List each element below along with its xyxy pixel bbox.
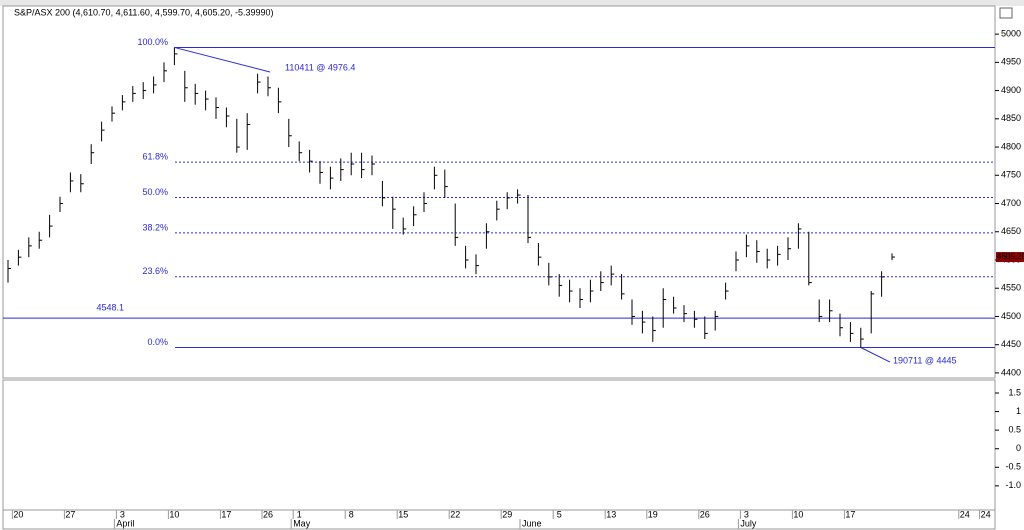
fib-label: 50.0% (142, 187, 168, 197)
toolbar (0, 0, 1024, 6)
indicator-tick-label: 0.5 (1008, 425, 1021, 435)
y-tick-label: 4850 (1001, 113, 1021, 123)
annotation: 110411 @ 4976.4 (285, 62, 355, 72)
x-tick-label: 19 (648, 509, 658, 519)
x-tick-label: 20 (13, 509, 23, 519)
fib-label: 23.6% (142, 266, 168, 276)
x-tick-label: 3 (120, 509, 125, 519)
x-tick-label: 15 (398, 509, 408, 519)
fib-label: 61.8% (142, 151, 168, 161)
x-tick-label: 10 (793, 509, 803, 519)
y-tick-label: 4400 (1001, 367, 1021, 377)
indicator-tick-label: 1.5 (1008, 387, 1021, 397)
y-tick-label: 4950 (1001, 57, 1021, 67)
annotation: 190711 @ 4445 (893, 355, 957, 365)
y-tick-label: 4700 (1001, 198, 1021, 208)
y-tick-label: 4900 (1001, 85, 1021, 95)
x-tick-label: 1 (297, 509, 302, 519)
y-tick-label: 4750 (1001, 170, 1021, 180)
fib-label: 100.0% (137, 37, 168, 47)
date-axis (2, 509, 996, 530)
support-label: 4548.1 (96, 303, 124, 313)
x-tick-label: 27 (65, 509, 75, 519)
x-tick-label: 22 (450, 509, 460, 519)
annotation-line (174, 46, 271, 73)
y-tick-label: 4550 (1001, 283, 1021, 293)
price-pane (2, 5, 996, 379)
x-tick-label: 24 (981, 509, 991, 519)
x-tick-label: 8 (349, 509, 354, 519)
x-tick-label: 5 (557, 509, 562, 519)
y-tick-label: 4450 (1001, 339, 1021, 349)
y-tick-label: 4800 (1001, 141, 1021, 151)
x-tick-label: 10 (169, 509, 179, 519)
last-price-box (996, 252, 1024, 263)
pane-button[interactable] (999, 7, 1013, 19)
x-tick-label: 24 (960, 509, 970, 519)
x-tick-label: 26 (263, 509, 273, 519)
indicator-tick-label: -1.0 (1005, 480, 1021, 490)
indicator-tick-label: 1 (1016, 406, 1021, 416)
x-tick-label: 17 (221, 509, 231, 519)
y-tick-label: 4650 (1001, 226, 1021, 236)
month-label: May (293, 518, 311, 528)
x-tick-label: 13 (606, 509, 616, 519)
month-label: July (740, 518, 757, 528)
indicator-tick-label: -0.5 (1005, 462, 1021, 472)
y-tick-label: 4500 (1001, 311, 1021, 321)
indicator-tick-label: 0 (1016, 443, 1021, 453)
chart-title: S&P/ASX 200 (4,610.70, 4,611.60, 4,599.7… (14, 7, 274, 17)
x-tick-label: 26 (700, 509, 710, 519)
fib-label: 38.2% (142, 222, 168, 232)
last-price-label: 4605.20 (997, 252, 1024, 261)
annotation-line (860, 347, 891, 363)
x-tick-label: 29 (502, 509, 512, 519)
y-tick-label: 5000 (1001, 28, 1021, 38)
x-tick-label: 17 (845, 509, 855, 519)
month-label: April (116, 518, 134, 528)
fib-label: 0.0% (147, 337, 168, 347)
month-label: June (522, 518, 542, 528)
x-tick-label: 3 (744, 509, 749, 519)
